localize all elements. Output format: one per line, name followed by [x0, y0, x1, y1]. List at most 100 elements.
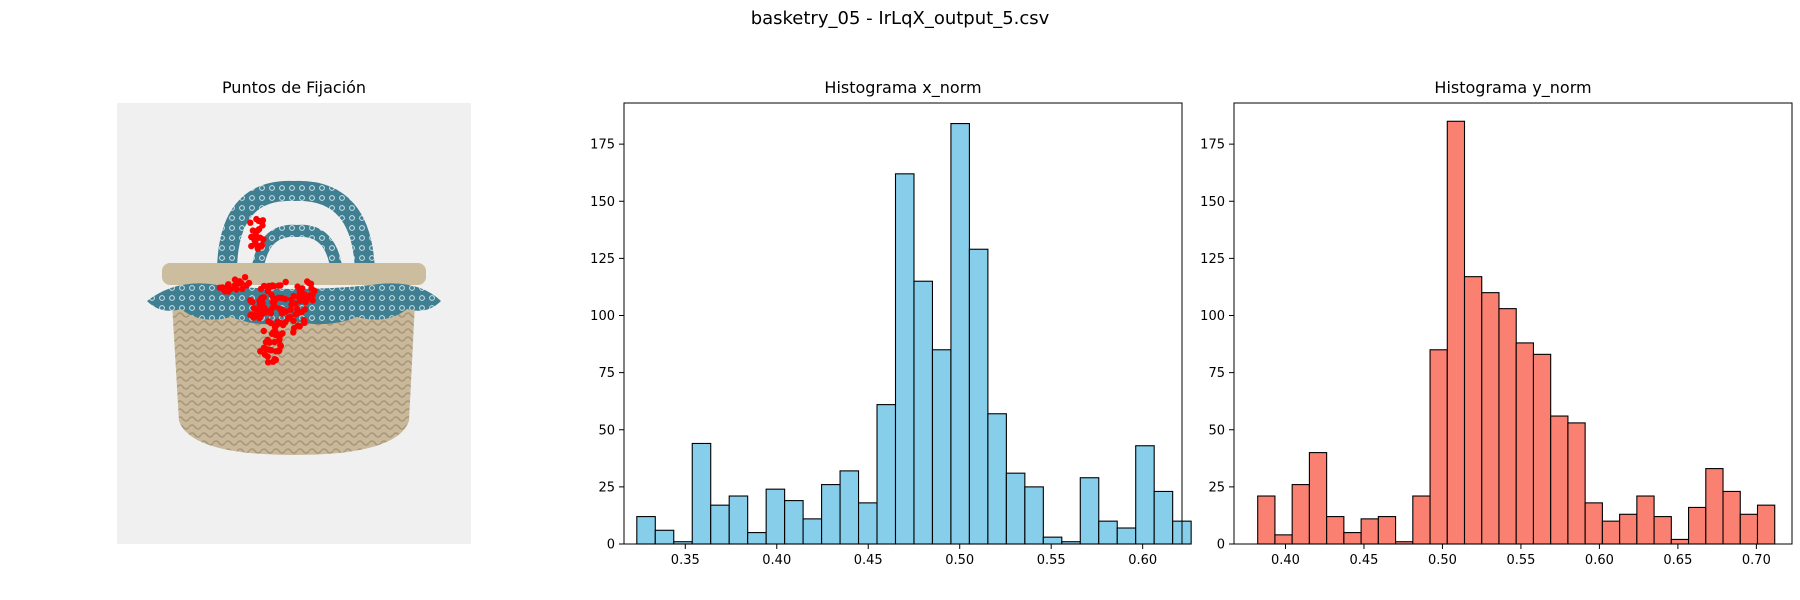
x-tick-label: 0.50 — [1428, 553, 1457, 568]
fixation-point — [257, 285, 265, 293]
fixation-point — [273, 321, 281, 328]
y-tick-label: 50 — [598, 423, 615, 438]
y-tick-label: 100 — [590, 309, 615, 324]
histogram-bar — [1308, 452, 1328, 545]
fixation-point — [258, 311, 266, 318]
fixation-point — [267, 310, 275, 317]
fixation-point — [293, 305, 301, 312]
fixation-point — [296, 323, 303, 330]
fixation-point — [267, 347, 275, 354]
fixation-point — [292, 311, 299, 318]
fixation-point — [270, 282, 278, 290]
fixation-point — [258, 242, 265, 249]
histogram-bar — [1463, 276, 1483, 545]
histogram-bar — [1257, 495, 1276, 545]
x-tick-label: 0.45 — [1349, 553, 1378, 568]
histogram-bar — [1670, 538, 1690, 545]
x-tick-label: 0.40 — [762, 553, 791, 568]
axes-frame — [623, 102, 1183, 545]
y-tick-label: 175 — [1200, 138, 1225, 153]
fixation-point — [299, 285, 306, 292]
fixation-point — [248, 242, 255, 250]
fixation-point — [247, 311, 254, 319]
fixation-point — [287, 306, 294, 313]
histogram-bar — [1274, 534, 1293, 545]
histogram-bar — [1481, 292, 1500, 545]
fixation-point — [279, 330, 286, 337]
fixation-point — [267, 319, 275, 327]
fixation-point — [257, 348, 264, 355]
histogram-bar — [1446, 120, 1466, 545]
y-tick-label: 25 — [1208, 480, 1225, 495]
fixation-point — [249, 227, 257, 234]
y-tick-label: 0 — [607, 538, 615, 553]
histogram-bar — [1567, 422, 1586, 545]
x-tick-label: 0.60 — [1128, 553, 1157, 568]
histogram-bar — [1722, 490, 1741, 545]
histogram-bar — [1377, 516, 1397, 545]
fixation-point — [301, 291, 308, 298]
y-tick-label: 150 — [1200, 195, 1225, 210]
y-hist-title: Histograma y_norm — [1434, 78, 1592, 97]
x-tick-label: 0.60 — [1585, 553, 1614, 568]
fixation-point — [276, 305, 283, 312]
image-panel-title: Puntos de Fijación — [221, 78, 367, 97]
histogram-bar — [1601, 520, 1621, 545]
axes-frame — [1233, 102, 1793, 545]
fixation-point — [260, 327, 267, 335]
fixation-point — [256, 301, 263, 308]
fixation-point — [252, 237, 259, 244]
fixation-point — [247, 219, 254, 226]
fixation-point — [261, 351, 269, 358]
fixation-point — [282, 278, 289, 286]
x-tick-label: 0.70 — [1742, 553, 1771, 568]
fixation-point — [303, 295, 311, 303]
x-tick-label: 0.35 — [671, 553, 700, 568]
y-tick-label: 175 — [590, 138, 615, 153]
histogram-bar — [1636, 495, 1655, 545]
fixation-point — [224, 282, 232, 289]
fixation-point — [298, 308, 305, 316]
fixation-point — [300, 317, 308, 324]
fixation-point — [269, 299, 276, 306]
fixation-point — [290, 317, 297, 324]
fixation-point — [262, 345, 270, 352]
y-tick-label: 150 — [590, 195, 615, 210]
histogram-bar — [1756, 504, 1776, 545]
fixation-point — [219, 284, 226, 291]
y-tick-label: 75 — [598, 366, 615, 381]
histogram-bar — [1619, 513, 1638, 545]
histogram-bar — [1532, 353, 1552, 545]
fixation-point — [259, 222, 266, 229]
fixation-point — [295, 293, 302, 300]
fixation-point — [273, 348, 280, 355]
histogram-bar — [1584, 502, 1603, 545]
x-tick-label: 0.65 — [1663, 553, 1692, 568]
x-tick-label: 0.55 — [1037, 553, 1066, 568]
fixation-point — [275, 337, 283, 344]
figure-title: basketry_05 - IrLqX_output_5.csv — [750, 8, 1050, 29]
fixation-point — [292, 300, 299, 307]
histogram-bar — [1705, 468, 1724, 545]
fixation-point — [268, 330, 276, 337]
fixation-point — [282, 319, 289, 326]
fixation-point — [290, 292, 297, 300]
fixation-point — [239, 285, 246, 292]
fixation-point — [236, 278, 243, 285]
y-tick-label: 125 — [590, 252, 615, 267]
y-tick-label: 75 — [1208, 366, 1225, 381]
fixation-point — [243, 282, 250, 289]
basket-image — [117, 103, 471, 544]
histogram-bar — [1412, 495, 1431, 545]
x-tick-label: 0.40 — [1271, 553, 1300, 568]
histogram-bar — [1739, 513, 1759, 545]
fixation-point — [262, 338, 270, 346]
fixation-point — [264, 288, 272, 295]
y-tick-label: 125 — [1200, 252, 1225, 267]
histogram-bar — [1343, 532, 1362, 545]
fixation-point — [309, 292, 316, 299]
fixation-point — [269, 305, 276, 312]
fixation-point — [264, 359, 272, 366]
